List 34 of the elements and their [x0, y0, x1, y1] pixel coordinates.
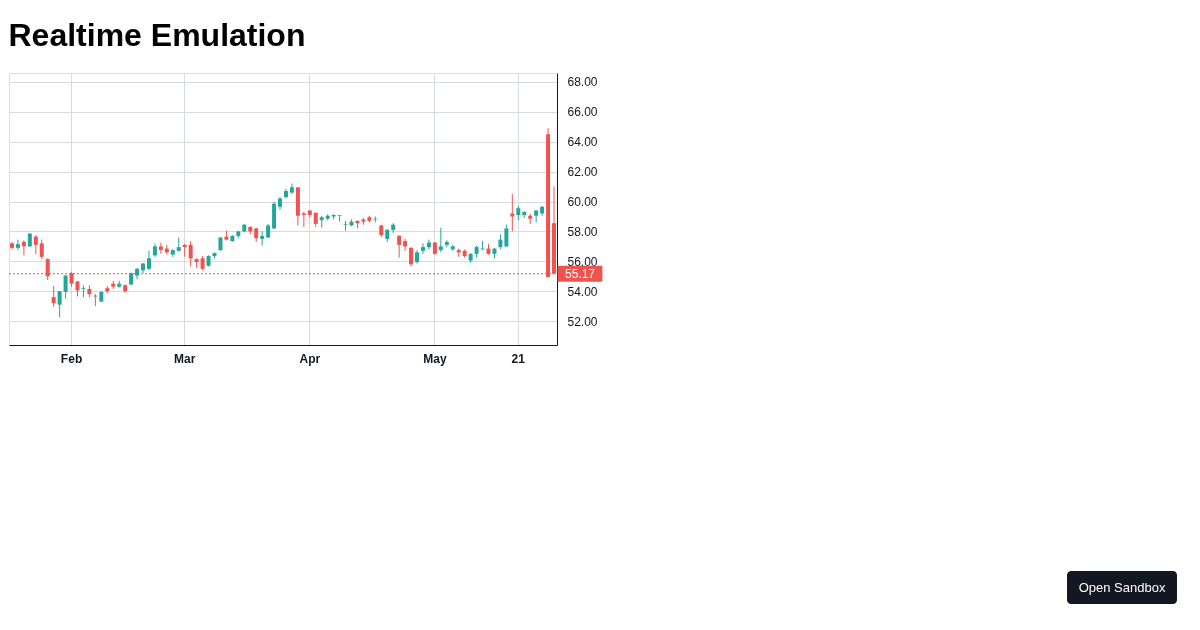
candlestick — [420, 242, 425, 255]
candlestick — [510, 193, 515, 232]
x-tick-label: Mar — [174, 351, 196, 366]
x-tick-label: 21 — [511, 351, 526, 366]
y-tick-label: 58.00 — [567, 224, 598, 239]
y-tick-label: 68.00 — [567, 75, 598, 90]
candlestick — [188, 240, 193, 268]
candlestick — [57, 290, 62, 318]
candlestick — [158, 242, 163, 255]
chart-title: Realtime Emulation — [8, 17, 306, 53]
ref-line-label: 55.17 — [564, 266, 596, 281]
x-tick-label: Feb — [60, 351, 83, 366]
x-tick-label: Apr — [299, 351, 321, 366]
candlestick — [438, 227, 443, 253]
y-tick-label: 62.00 — [567, 165, 598, 180]
candlestick — [403, 238, 408, 252]
y-tick-label: 66.00 — [567, 105, 598, 120]
x-tick-label: May — [423, 351, 447, 366]
candlestick — [397, 234, 402, 259]
y-tick-label: 54.00 — [567, 284, 598, 299]
y-tick-label: 52.00 — [567, 314, 598, 329]
y-tick-label: 60.00 — [567, 195, 598, 210]
text: Open Sandbox — [1078, 580, 1166, 595]
candlestick — [81, 284, 86, 298]
candlestick — [409, 246, 414, 268]
candlestick — [343, 220, 348, 232]
candlestick — [504, 224, 509, 248]
candlestick — [39, 239, 44, 260]
candlestick — [146, 250, 151, 271]
candlestick — [51, 285, 56, 308]
y-tick-label: 56.00 — [567, 254, 598, 269]
y-tick-label: 64.00 — [567, 135, 598, 150]
candlestick — [33, 234, 38, 255]
candlestick — [15, 239, 20, 251]
